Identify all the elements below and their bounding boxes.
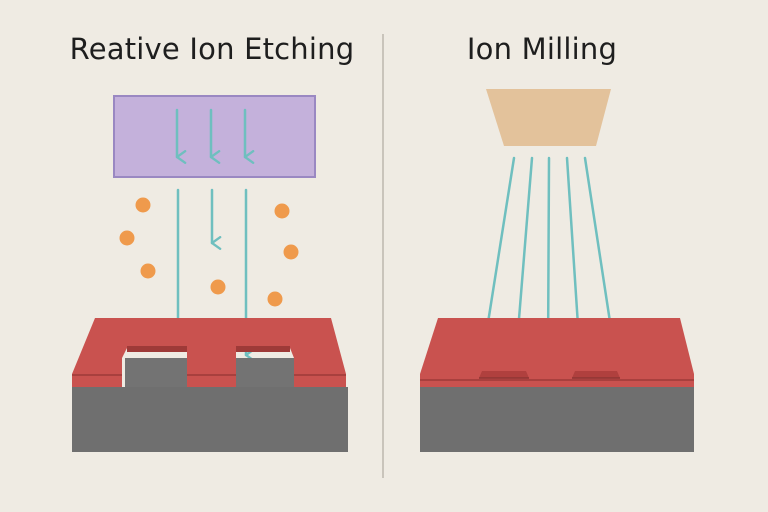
ion-source-icon	[486, 89, 611, 146]
ion-milling-panel-title: Ion Milling	[466, 32, 618, 66]
rie-panel	[72, 95, 348, 452]
reactive-species-dot-icon	[274, 203, 290, 219]
reactive-species-dot-icon	[135, 197, 151, 213]
ion-beam-arrow	[583, 156, 625, 354]
mask-top-face	[72, 318, 346, 387]
plasma-chamber-icon	[113, 95, 316, 178]
milled-recess	[572, 371, 620, 378]
reactive-species-dot-icon	[140, 263, 156, 279]
reactive-species-dot-icon	[283, 244, 299, 260]
milling-mask-layer	[420, 318, 694, 387]
ion-beam-arrow	[482, 156, 516, 357]
ion-milling-panel	[420, 89, 694, 452]
rie-mask-layer	[72, 318, 346, 387]
mask-step-shadow	[236, 346, 290, 352]
milled-recess	[479, 371, 529, 378]
substrate-trench-floor	[125, 358, 188, 387]
substrate-trench-floor	[235, 358, 294, 387]
mask-step-shadow	[127, 346, 187, 352]
milling-substrate-front-face	[420, 387, 694, 452]
reactive-species-dot-icon	[210, 279, 226, 295]
reactive-species-dot-icon	[267, 291, 283, 307]
reactive-species	[119, 197, 299, 307]
rie-substrate	[72, 358, 348, 452]
chamber-ion-arrows	[175, 108, 255, 164]
milling-mask-top-face	[420, 318, 694, 387]
rie-panel-title: Reative Ion Etching	[69, 32, 355, 66]
reactive-species-dot-icon	[119, 230, 135, 246]
substrate-front-face	[72, 387, 348, 452]
